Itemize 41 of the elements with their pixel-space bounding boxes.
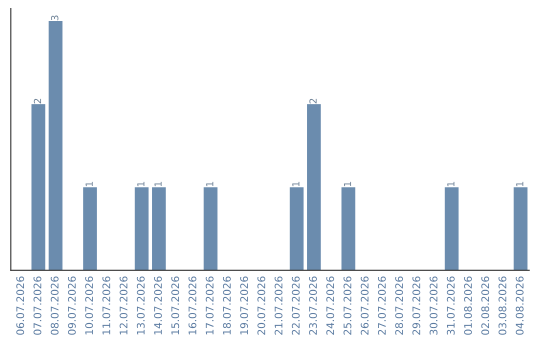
x-tick-label: 30.07.2026: [430, 276, 438, 335]
data-label: 1: [86, 182, 93, 186]
data-label: 1: [344, 182, 352, 186]
data-label: 1: [516, 182, 524, 186]
x-tick-label: 19.07.2026: [240, 276, 248, 334]
data-label: 1: [447, 182, 454, 186]
x-tick-label: 27.07.2026: [378, 276, 386, 335]
x-tick-label: 20.07.2026: [257, 276, 266, 335]
data-label: 2: [309, 98, 317, 104]
data-label: 1: [154, 182, 162, 186]
x-tick-label: 04.08.2026: [516, 276, 524, 335]
x-tick-label: 31.07.2026: [446, 276, 455, 335]
x-tick-label: 03.08.2026: [498, 276, 506, 335]
data-label: 1: [292, 182, 300, 186]
x-tick-label: 01.08.2026: [464, 276, 472, 335]
x-tick-label: 06.07.2026: [16, 276, 24, 335]
x-tick-label: 29.07.2026: [412, 276, 420, 335]
x-tick-label: 12.07.2026: [120, 276, 128, 334]
x-tick-label: 21.07.2026: [274, 276, 282, 335]
x-tick-label: 23.07.2026: [309, 276, 317, 335]
data-label: 3: [51, 16, 58, 20]
x-tick-label: 14.07.2026: [154, 276, 162, 334]
x-tick-label: 02.08.2026: [481, 276, 490, 335]
x-tick-label: 11.07.2026: [102, 276, 110, 334]
x-tick-label: 07.07.2026: [34, 276, 42, 335]
x-tick-label: 18.07.2026: [222, 276, 231, 334]
x-tick-label: 25.07.2026: [344, 276, 352, 335]
x-tick-label: 16.07.2026: [188, 276, 196, 334]
x-tick-label: 24.07.2026: [326, 276, 334, 335]
x-tick-label: 26.07.2026: [360, 276, 369, 335]
data-label: 1: [137, 182, 144, 186]
x-tick-label: 10.07.2026: [85, 276, 94, 334]
x-tick-label: 22.07.2026: [292, 276, 300, 335]
x-tick-label: 09.07.2026: [68, 276, 76, 335]
x-tick-label: 17.07.2026: [206, 276, 214, 334]
x-tick-label: 28.07.2026: [395, 276, 404, 335]
x-tick-label: 08.07.2026: [50, 276, 59, 335]
data-label: 2: [34, 98, 42, 104]
x-tick-label: 13.07.2026: [136, 276, 145, 334]
x-tick-label: 15.07.2026: [171, 276, 180, 334]
data-label: 1: [206, 182, 214, 186]
